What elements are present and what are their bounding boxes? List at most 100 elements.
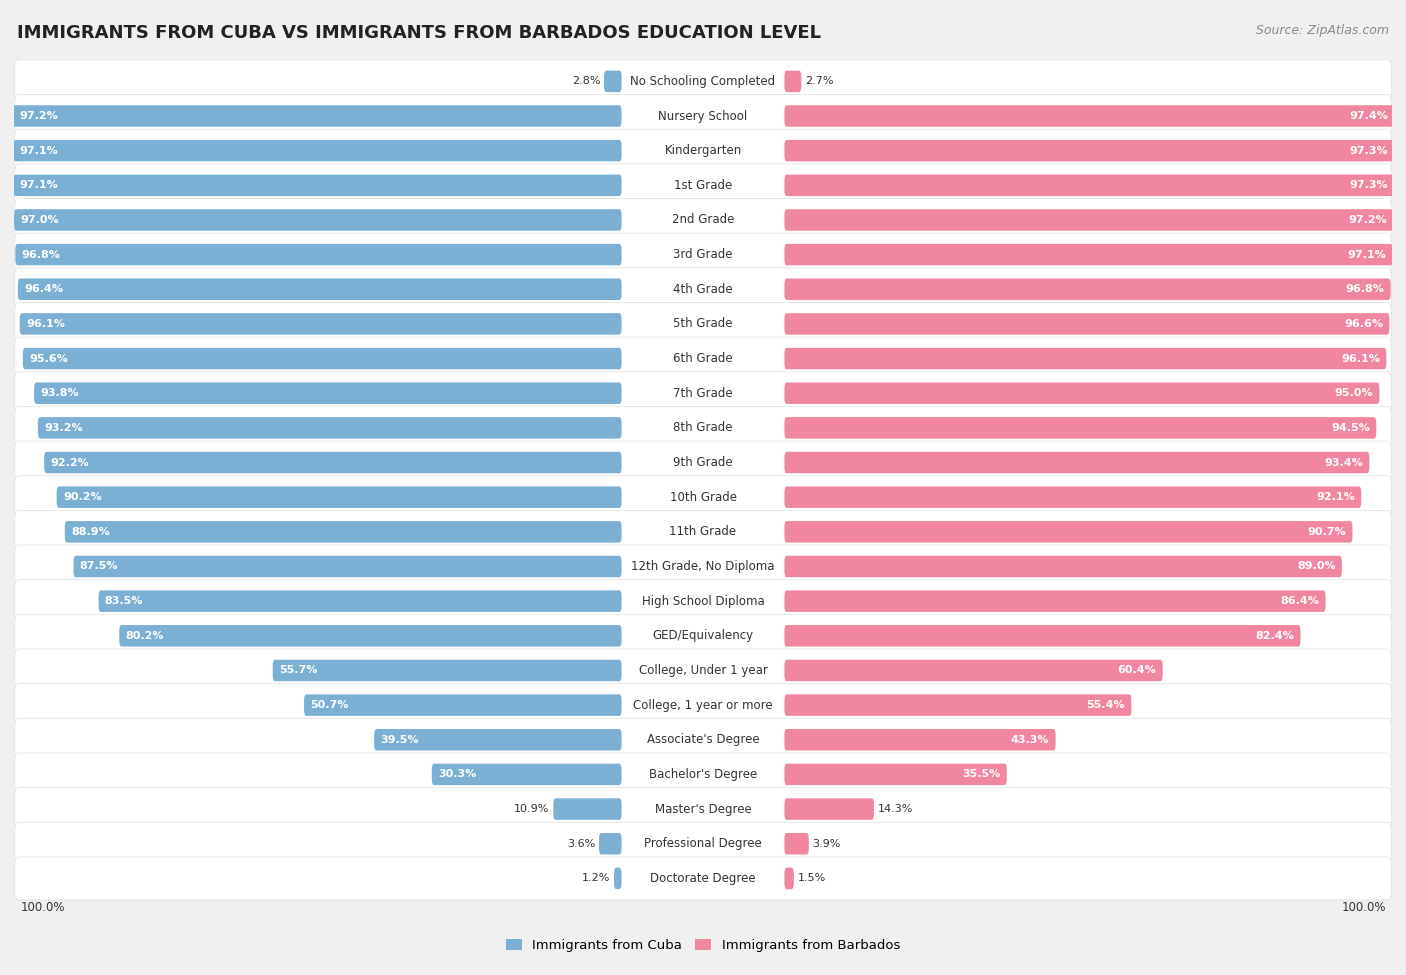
FancyBboxPatch shape	[785, 556, 1341, 577]
FancyBboxPatch shape	[785, 70, 801, 92]
FancyBboxPatch shape	[785, 833, 808, 854]
FancyBboxPatch shape	[14, 233, 1392, 276]
Text: 97.2%: 97.2%	[1348, 214, 1386, 225]
Text: Professional Degree: Professional Degree	[644, 838, 762, 850]
FancyBboxPatch shape	[14, 302, 1392, 345]
Text: IMMIGRANTS FROM CUBA VS IMMIGRANTS FROM BARBADOS EDUCATION LEVEL: IMMIGRANTS FROM CUBA VS IMMIGRANTS FROM …	[17, 24, 821, 42]
FancyBboxPatch shape	[20, 313, 621, 334]
FancyBboxPatch shape	[14, 580, 1392, 623]
Text: 87.5%: 87.5%	[80, 562, 118, 571]
Text: 83.5%: 83.5%	[105, 596, 143, 606]
Text: 96.8%: 96.8%	[1346, 285, 1385, 294]
FancyBboxPatch shape	[14, 719, 1392, 761]
Text: 92.1%: 92.1%	[1316, 492, 1355, 502]
FancyBboxPatch shape	[785, 799, 875, 820]
FancyBboxPatch shape	[785, 625, 1301, 646]
Text: 55.4%: 55.4%	[1087, 700, 1125, 710]
Text: 97.0%: 97.0%	[20, 214, 59, 225]
Text: 7th Grade: 7th Grade	[673, 387, 733, 400]
FancyBboxPatch shape	[785, 382, 1379, 404]
FancyBboxPatch shape	[14, 175, 621, 196]
FancyBboxPatch shape	[98, 591, 621, 612]
FancyBboxPatch shape	[14, 59, 1392, 102]
FancyBboxPatch shape	[273, 660, 621, 682]
FancyBboxPatch shape	[14, 753, 1392, 796]
FancyBboxPatch shape	[785, 521, 1353, 543]
Text: 55.7%: 55.7%	[278, 666, 318, 676]
Text: 96.6%: 96.6%	[1344, 319, 1384, 329]
Text: 1.5%: 1.5%	[797, 874, 825, 883]
FancyBboxPatch shape	[14, 199, 1392, 242]
Text: College, Under 1 year: College, Under 1 year	[638, 664, 768, 677]
FancyBboxPatch shape	[432, 763, 621, 785]
FancyBboxPatch shape	[14, 268, 1392, 311]
Text: Master's Degree: Master's Degree	[655, 802, 751, 815]
FancyBboxPatch shape	[14, 788, 1392, 831]
Text: 97.1%: 97.1%	[20, 180, 59, 190]
FancyBboxPatch shape	[14, 510, 1392, 554]
FancyBboxPatch shape	[554, 799, 621, 820]
FancyBboxPatch shape	[785, 694, 1132, 716]
Text: Doctorate Degree: Doctorate Degree	[650, 872, 756, 885]
Text: 97.1%: 97.1%	[1347, 250, 1386, 259]
FancyBboxPatch shape	[14, 476, 1392, 519]
FancyBboxPatch shape	[15, 244, 621, 265]
Text: 93.8%: 93.8%	[41, 388, 79, 398]
Text: 10th Grade: 10th Grade	[669, 490, 737, 504]
FancyBboxPatch shape	[605, 70, 621, 92]
Text: 97.3%: 97.3%	[1348, 180, 1388, 190]
FancyBboxPatch shape	[14, 407, 1392, 449]
FancyBboxPatch shape	[14, 129, 1392, 173]
FancyBboxPatch shape	[65, 521, 621, 543]
Text: 6th Grade: 6th Grade	[673, 352, 733, 365]
Legend: Immigrants from Cuba, Immigrants from Barbados: Immigrants from Cuba, Immigrants from Ba…	[501, 934, 905, 957]
Text: 39.5%: 39.5%	[381, 735, 419, 745]
FancyBboxPatch shape	[785, 763, 1007, 785]
Text: 80.2%: 80.2%	[125, 631, 165, 641]
Text: 97.1%: 97.1%	[20, 145, 59, 156]
Text: 9th Grade: 9th Grade	[673, 456, 733, 469]
Text: 96.1%: 96.1%	[25, 319, 65, 329]
Text: 43.3%: 43.3%	[1011, 735, 1049, 745]
Text: 90.2%: 90.2%	[63, 492, 101, 502]
Text: 82.4%: 82.4%	[1256, 631, 1295, 641]
Text: Source: ZipAtlas.com: Source: ZipAtlas.com	[1256, 24, 1389, 37]
FancyBboxPatch shape	[599, 833, 621, 854]
FancyBboxPatch shape	[614, 868, 621, 889]
Text: 97.4%: 97.4%	[1350, 111, 1388, 121]
Text: 96.1%: 96.1%	[1341, 354, 1381, 364]
Text: 2.8%: 2.8%	[572, 76, 600, 87]
Text: 97.2%: 97.2%	[20, 111, 58, 121]
Text: 95.0%: 95.0%	[1334, 388, 1374, 398]
FancyBboxPatch shape	[14, 857, 1392, 900]
FancyBboxPatch shape	[785, 244, 1392, 265]
FancyBboxPatch shape	[73, 556, 621, 577]
Text: GED/Equivalency: GED/Equivalency	[652, 629, 754, 643]
FancyBboxPatch shape	[14, 95, 1392, 137]
Text: Kindergarten: Kindergarten	[665, 144, 741, 157]
FancyBboxPatch shape	[785, 451, 1369, 473]
Text: 2nd Grade: 2nd Grade	[672, 214, 734, 226]
FancyBboxPatch shape	[13, 105, 621, 127]
FancyBboxPatch shape	[14, 683, 1392, 726]
Text: 8th Grade: 8th Grade	[673, 421, 733, 435]
FancyBboxPatch shape	[785, 210, 1393, 231]
FancyBboxPatch shape	[785, 279, 1391, 300]
FancyBboxPatch shape	[785, 868, 794, 889]
Text: 1st Grade: 1st Grade	[673, 178, 733, 192]
FancyBboxPatch shape	[14, 545, 1392, 588]
Text: 2.7%: 2.7%	[806, 76, 834, 87]
FancyBboxPatch shape	[44, 451, 621, 473]
Text: 92.2%: 92.2%	[51, 457, 89, 468]
Text: 90.7%: 90.7%	[1308, 526, 1346, 537]
Text: 3.6%: 3.6%	[567, 838, 595, 848]
FancyBboxPatch shape	[14, 822, 1392, 865]
FancyBboxPatch shape	[785, 139, 1393, 162]
Text: 5th Grade: 5th Grade	[673, 318, 733, 331]
FancyBboxPatch shape	[14, 441, 1392, 484]
Text: 100.0%: 100.0%	[1341, 901, 1386, 915]
Text: 11th Grade: 11th Grade	[669, 526, 737, 538]
Text: 14.3%: 14.3%	[877, 804, 912, 814]
FancyBboxPatch shape	[785, 175, 1393, 196]
Text: 1.2%: 1.2%	[582, 874, 610, 883]
